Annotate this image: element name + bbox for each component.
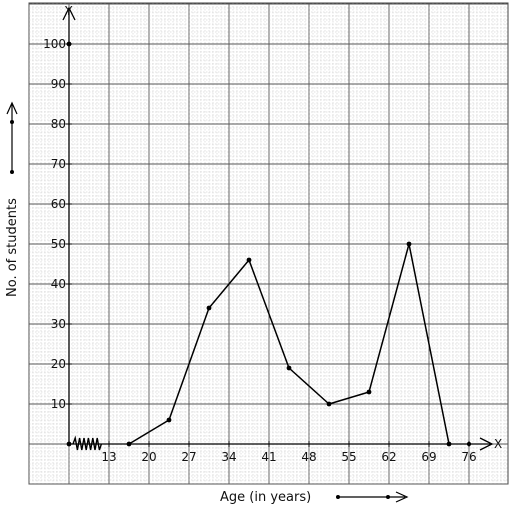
y-tick-label: 70: [51, 157, 66, 171]
x-tick-label: 41: [261, 450, 276, 464]
x-axis-letter: X: [494, 437, 502, 451]
x-tick-label: 34: [221, 450, 236, 464]
data-point: [366, 389, 372, 395]
y-label-arrowhead: [6, 101, 18, 115]
y-tick-label: 50: [51, 237, 66, 251]
x-tick-label: 62: [381, 450, 396, 464]
data-point: [286, 365, 292, 371]
y-tick-label: 80: [51, 117, 66, 131]
x-tick-label: 13: [101, 450, 116, 464]
chart-axes: [62, 6, 494, 451]
x-tick-label: 69: [421, 450, 436, 464]
x-tick-labels: 13 20 27 34 41 48 55 62 69 76: [101, 441, 477, 464]
y-tick-label: 90: [51, 77, 66, 91]
data-point: [446, 441, 452, 447]
data-point: [246, 257, 252, 263]
x-tick-label: 27: [181, 450, 196, 464]
origin-point: [66, 441, 72, 447]
y-axis-letter: Y: [64, 4, 73, 18]
x-tick-label: 55: [341, 450, 356, 464]
series-layer: [126, 241, 472, 447]
x-label-arrowhead: [395, 491, 409, 503]
x-label-arrow-dot: [386, 495, 390, 499]
y-tick-label: 60: [51, 197, 66, 211]
x-label-arrow: [336, 491, 409, 503]
x-tick-label: 48: [301, 450, 316, 464]
y-label-arrow: [6, 101, 18, 174]
x-label-arrow-dot: [336, 495, 340, 499]
x-axis-marker: [466, 441, 472, 447]
data-point: [406, 241, 412, 247]
y-tick-label: 30: [51, 317, 66, 331]
x-tick-label: 20: [141, 450, 156, 464]
y-label-arrow-dot: [10, 170, 14, 174]
data-point: [326, 401, 332, 407]
y-tick-labels: 10 20 30 40 50 60 70 80 90 100: [43, 37, 72, 411]
y-tick-label: 100: [43, 37, 66, 51]
y-axis-arrowhead: [62, 6, 76, 21]
y-tick-label: 10: [51, 397, 66, 411]
y-axis-label: No. of students: [5, 198, 20, 297]
x-tick-label: 76: [461, 450, 476, 464]
x-axis-label: Age (in years): [220, 490, 311, 505]
data-point: [126, 441, 132, 447]
x-axis-break-zigzag: [72, 435, 103, 451]
y-label-arrow-dot: [10, 120, 14, 124]
y-tick-label: 40: [51, 277, 66, 291]
x-axis-arrowhead: [479, 437, 494, 451]
data-point: [166, 417, 172, 423]
chart-grid: [28, 2, 509, 485]
y-tick-label: 20: [51, 357, 66, 371]
data-point: [206, 305, 212, 311]
